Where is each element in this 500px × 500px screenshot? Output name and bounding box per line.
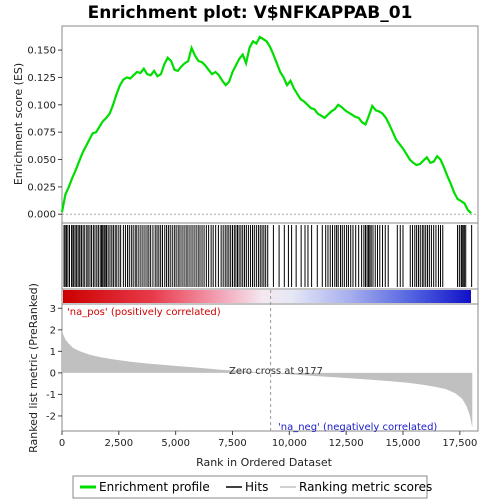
es-y-label: Enrichment score (ES) — [12, 63, 25, 185]
rank-color-bar — [63, 290, 471, 303]
metric-x-label: Rank in Ordered Dataset — [196, 456, 333, 469]
metric-x-tick-label: 17,500 — [442, 438, 477, 449]
legend-label-enrichment: Enrichment profile — [99, 480, 210, 494]
metric-x-tick-label: 10,000 — [272, 438, 307, 449]
es-y-tick-label: 0.050 — [27, 155, 56, 166]
enrichment-profile-line — [60, 35, 472, 214]
metric-y-tick-label: 1 — [50, 347, 56, 358]
es-y-tick-label: 0.000 — [27, 210, 56, 221]
legend-label-hits: Hits — [245, 480, 268, 494]
na-pos-annotation: 'na_pos' (positively correlated) — [67, 307, 221, 318]
metric-x-tick-label: 5,000 — [161, 438, 190, 449]
metric-y-tick-label: -2 — [46, 411, 56, 422]
es-y-tick-label: 0.125 — [27, 73, 56, 84]
ranking-metric-area — [62, 329, 473, 428]
metric-x-tick-label: 15,000 — [385, 438, 420, 449]
metric-y-tick-label: 3 — [50, 304, 56, 315]
hits-panel-frame — [61, 222, 479, 290]
metric-x-tick-label: 7,500 — [218, 438, 247, 449]
legend-box — [72, 475, 428, 499]
metric-x-axis: 0 2,500 5,000 7,500 10,000 12,500 15,000 17,500 — [59, 431, 477, 449]
metric-y-tick-label: 2 — [50, 325, 56, 336]
metric-x-tick-label: 2,500 — [105, 438, 134, 449]
hits-markers — [63, 225, 473, 287]
zero-cross-annotation: Zero cross at 9177 — [229, 366, 323, 377]
es-y-tick-label: 0.150 — [27, 46, 56, 57]
es-y-tick-label: 0.025 — [27, 182, 56, 193]
es-y-axis: 0.000 0.025 0.050 0.075 0.100 0.125 0.150 — [27, 46, 62, 221]
metric-y-tick-label: 0 — [50, 368, 56, 379]
metric-y-label: Ranked list metric (PreRanked) — [27, 283, 40, 453]
metric-x-tick-label: 0 — [59, 438, 65, 449]
metric-x-tick-label: 12,500 — [329, 438, 364, 449]
chart-title: Enrichment plot: V$NFKAPPAB_01 — [88, 3, 413, 23]
legend-label-ranking: Ranking metric scores — [299, 480, 432, 494]
metric-y-axis: -2 -1 0 1 2 3 — [46, 304, 62, 422]
es-panel-frame — [61, 25, 479, 224]
es-y-tick-label: 0.100 — [27, 100, 56, 111]
es-y-tick-label: 0.075 — [27, 128, 56, 139]
metric-y-tick-label: -1 — [46, 390, 56, 401]
na-neg-annotation: 'na_neg' (negatively correlated) — [278, 422, 437, 433]
